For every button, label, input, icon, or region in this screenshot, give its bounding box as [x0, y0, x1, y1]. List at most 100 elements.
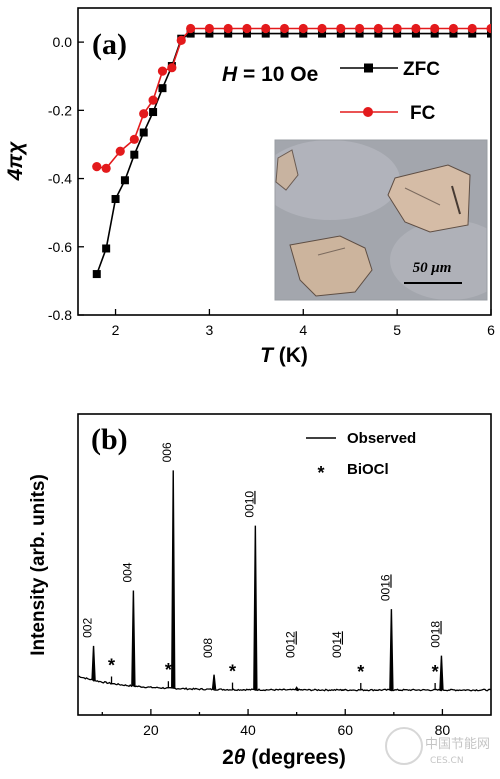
observed-background	[78, 675, 491, 692]
panel-a-ticks: 2 3 4 5 6 0.0 -0.2 -0.4 -0.6 -0.8	[48, 34, 495, 338]
peak-label: 006	[160, 442, 174, 462]
panel-b-peak-labels: 002 004 006 008 0010 0012 0014 0016 0018 * * * * *	[81, 442, 443, 682]
impurity-marker: *	[165, 660, 172, 680]
impurity-marker: *	[229, 662, 236, 682]
series-fc-point	[298, 23, 308, 34]
x-tick-label: 6	[487, 322, 495, 338]
series-zfc-point	[280, 29, 289, 38]
panel-a-x-axis-label: T (K)	[260, 344, 308, 367]
peak-label: 0014	[330, 631, 344, 658]
series-zfc-point	[374, 29, 383, 38]
series-fc-point	[430, 23, 440, 34]
series-fc-point	[176, 35, 186, 46]
crystal-flake	[275, 149, 299, 191]
peak-label: 0012	[284, 631, 298, 658]
x-tick-label: 60	[337, 722, 353, 738]
peak-label: 008	[201, 638, 215, 658]
field-value: = 10 Oe	[237, 63, 318, 86]
series-fc-point	[486, 23, 491, 34]
series-fc-point	[354, 23, 365, 34]
y-tick-label: -0.2	[48, 102, 72, 118]
panel-a-legend: ZFC FC	[340, 59, 440, 124]
panel-a: 2 3 4 5 6 0.0 -0.2 -0.4 -0.6 -0.8 50 μm (a) H = 1…	[4, 7, 495, 367]
x-tick-label: 40	[240, 722, 256, 738]
series-zfc-point	[393, 29, 402, 38]
series-zfc-point	[139, 128, 148, 137]
series-fc-point	[242, 23, 252, 34]
series-zfc-point	[111, 195, 120, 204]
series-zfc-point	[205, 29, 214, 38]
series-zfc-point	[242, 29, 251, 38]
series-fc-point	[204, 23, 215, 34]
series-zfc-point	[261, 29, 270, 38]
panel-b-frame	[77, 413, 492, 716]
series-zfc-point	[318, 29, 327, 38]
peak-0010	[253, 525, 258, 690]
series-zfc-point	[158, 84, 167, 93]
series-zfc-point	[186, 29, 195, 38]
series-zfc-point	[92, 270, 101, 279]
y-tick-label: -0.4	[48, 171, 72, 187]
watermark-logo	[385, 727, 423, 765]
impurity-marker: *	[108, 655, 115, 675]
crystal-flake	[387, 164, 471, 233]
panel-b-ticks: 20 40 60 80	[101, 709, 451, 738]
series-zfc-point	[411, 29, 420, 38]
peak-004	[131, 590, 136, 687]
peak-008	[211, 674, 217, 690]
series-zfc-point	[224, 29, 233, 38]
series-fc-point	[373, 23, 383, 34]
x-tick-label: 4	[299, 322, 307, 338]
series-fc-point	[279, 23, 290, 34]
series-fc-point	[92, 162, 102, 172]
series-zfc-point	[130, 150, 139, 159]
x-tick-label: 5	[393, 322, 401, 338]
peak-label: 0016	[378, 574, 392, 601]
series-zfc-point	[430, 29, 439, 38]
impurity-marker: *	[357, 662, 364, 682]
series-fc-point	[129, 134, 139, 144]
legend-observed-label: Observed	[347, 430, 416, 447]
legend-zfc-marker	[364, 63, 373, 73]
y-tick-label: 0.0	[53, 34, 73, 50]
peak-label: 0010	[242, 491, 256, 518]
crystal-flake	[289, 235, 373, 297]
legend-fc-label: FC	[410, 103, 436, 124]
series-fc-point	[261, 23, 271, 34]
panel-b: 20 40 60 80 002 004 006 008 0010 0012 0014 0016 001…	[28, 413, 492, 769]
field-symbol: H	[222, 63, 238, 86]
panel-a-frame	[77, 7, 492, 316]
series-fc-point	[392, 23, 402, 34]
series-fc-point	[317, 23, 327, 34]
peak-002	[91, 645, 96, 681]
x-tick-label: 80	[435, 722, 451, 738]
legend-bioclmark: *	[317, 463, 324, 483]
series-zfc-point	[299, 29, 308, 38]
inset-border	[274, 139, 488, 301]
peak-label: 002	[81, 618, 95, 638]
x-tick-label: 3	[206, 322, 214, 338]
series-zfc-point	[149, 108, 158, 117]
panel-b-legend: Observed * BiOCl	[306, 430, 416, 483]
x-tick-label: 20	[143, 722, 159, 738]
y-tick-label: -0.6	[48, 239, 72, 255]
series-zfc-point	[120, 176, 129, 185]
series-fc-point	[167, 63, 177, 73]
panel-a-series	[92, 23, 491, 279]
peak-label: 004	[120, 562, 134, 582]
series-zfc-point	[449, 29, 458, 38]
watermark: 中国节能网 CES.CN	[385, 727, 490, 766]
panel-label-b: (b)	[91, 423, 128, 456]
series-zfc-point	[355, 29, 364, 38]
scale-bar-label: 50 μm	[413, 260, 452, 276]
series-fc-point	[223, 23, 233, 34]
series-zfc-point	[468, 29, 477, 38]
peak-0018	[439, 655, 444, 691]
panel-a-y-axis-label: 4πχ	[4, 141, 27, 182]
peak-0016	[389, 609, 394, 691]
series-fc-point	[139, 109, 149, 119]
peak-006	[171, 470, 176, 689]
watermark-url: CES.CN	[430, 756, 464, 766]
panel-b-pattern	[78, 470, 491, 692]
